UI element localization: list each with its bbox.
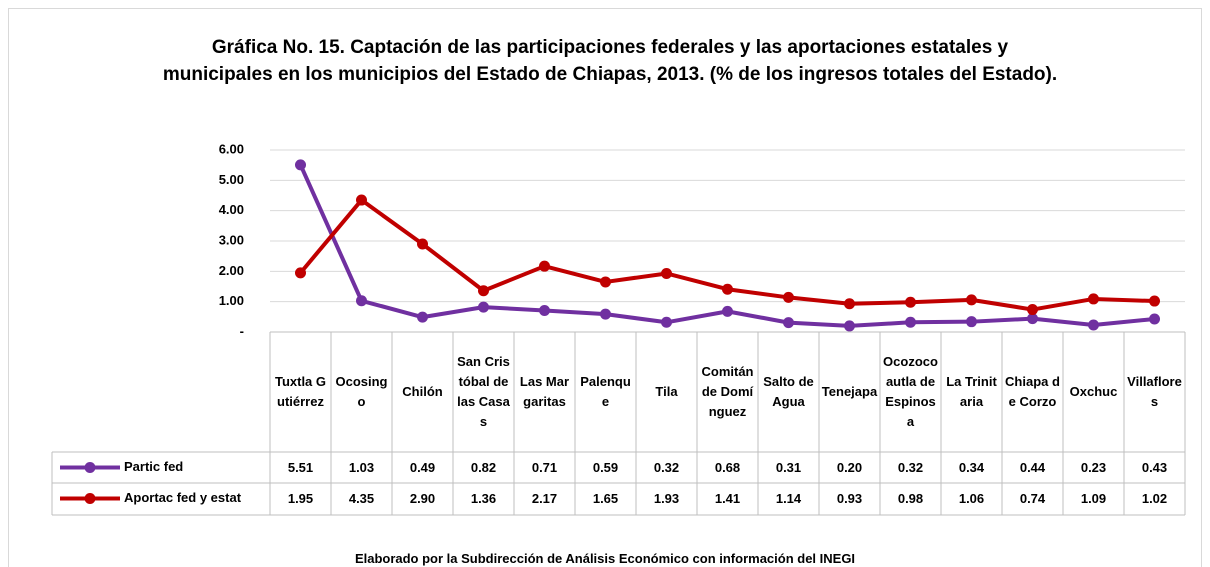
data-table-value: 1.03 [348,459,375,475]
legend-label: Partic fed [124,459,183,474]
series-marker [661,267,672,279]
data-table-value: 0.43 [1141,459,1168,475]
legend-marker [84,462,96,473]
data-table-value: 0.93 [836,490,863,506]
category-label: Palenque [580,374,631,409]
data-table-value: 0.44 [1019,459,1046,475]
data-table-value: 1.65 [592,490,619,506]
series-marker [1149,313,1160,325]
series-marker [783,291,794,303]
category-label: Chilón [402,384,443,399]
series-marker [783,317,794,329]
data-table-value: 0.32 [653,459,680,475]
data-table-value: 4.35 [348,490,375,506]
series-marker [478,301,489,313]
series-marker [844,298,855,310]
category-label: Ocosingo [335,374,388,409]
data-table-value: 2.90 [409,490,436,506]
series-marker [905,316,916,328]
data-table-value: 1.09 [1080,490,1107,506]
category-label: La Trinitaria [946,374,997,409]
data-table-value: 0.20 [836,459,863,475]
series-marker [356,194,367,206]
series-marker [844,320,855,332]
series-marker [661,316,672,328]
data-table-value: 1.14 [775,490,802,506]
series-marker [478,285,489,297]
series-marker [417,311,428,323]
series-marker [356,295,367,307]
data-table-value: 0.32 [897,459,924,475]
series-marker [966,316,977,328]
y-tick-label: 1.00 [219,293,244,308]
series-marker [966,294,977,306]
data-table-value: 1.06 [958,490,985,506]
series-marker [295,159,306,171]
data-table-value: 0.98 [897,490,924,506]
chart-title: Gráfica No. 15. Captación de las partici… [162,37,1058,85]
data-table-value: 2.17 [531,490,558,506]
data-table-value: 0.68 [714,459,741,475]
data-table-value: 5.51 [287,459,314,475]
series-marker [722,305,733,317]
data-table-value: 1.93 [653,490,680,506]
y-tick-label: 2.00 [219,263,244,278]
category-label: Comitán de Domínguez [701,364,754,419]
data-table-value: 0.71 [531,459,558,475]
data-table-value: 1.41 [714,490,741,506]
category-label: Ocozocoautla de Espinosa [883,354,938,429]
series-marker [600,308,611,320]
data-table-value: 0.49 [409,459,436,475]
data-table-value: 0.23 [1080,459,1107,475]
data-table-value: 0.59 [592,459,619,475]
data-table-value: 0.31 [775,459,802,475]
category-label: Salto de Agua [763,374,814,409]
data-table-value: 0.34 [958,459,985,475]
y-tick-label: 6.00 [219,141,244,156]
series-marker [539,304,550,316]
y-tick-label: 5.00 [219,172,244,187]
legend-marker [84,493,96,504]
category-label: Las Margaritas [519,374,570,409]
data-table-value: 1.02 [1141,490,1168,506]
y-tick-label: - [240,323,244,338]
category-label: Chiapa de Corzo [1005,374,1060,409]
series-marker [539,260,550,272]
chart-frame [8,8,1202,567]
series-marker [1149,295,1160,307]
y-tick-label: 4.00 [219,202,244,217]
series-marker [905,296,916,308]
series-marker [417,238,428,250]
data-table-value: 1.36 [470,490,497,506]
series-marker [1088,319,1099,331]
category-label: Tuxtla Gutiérrez [274,374,327,409]
series-marker [600,276,611,288]
series-marker [1027,304,1038,316]
series-marker [295,267,306,279]
legend-label: Aportac fed y estat [124,490,242,505]
category-label: Oxchuc [1069,384,1118,399]
data-table-value: 0.74 [1019,490,1046,506]
y-tick-label: 3.00 [219,232,244,247]
series-marker [1027,313,1038,325]
series-marker [722,283,733,295]
category-label: Villaflores [1127,374,1182,409]
category-label: Tenejapa [821,384,878,399]
data-table-value: 0.82 [470,459,497,475]
series-marker [1088,293,1099,305]
source-note: Elaborado por la Subdirección de Análisi… [354,551,856,566]
data-table-value: 1.95 [287,490,314,506]
category-label: Tila [655,384,678,399]
category-label: San Cristóbal de las Casas [457,354,510,429]
